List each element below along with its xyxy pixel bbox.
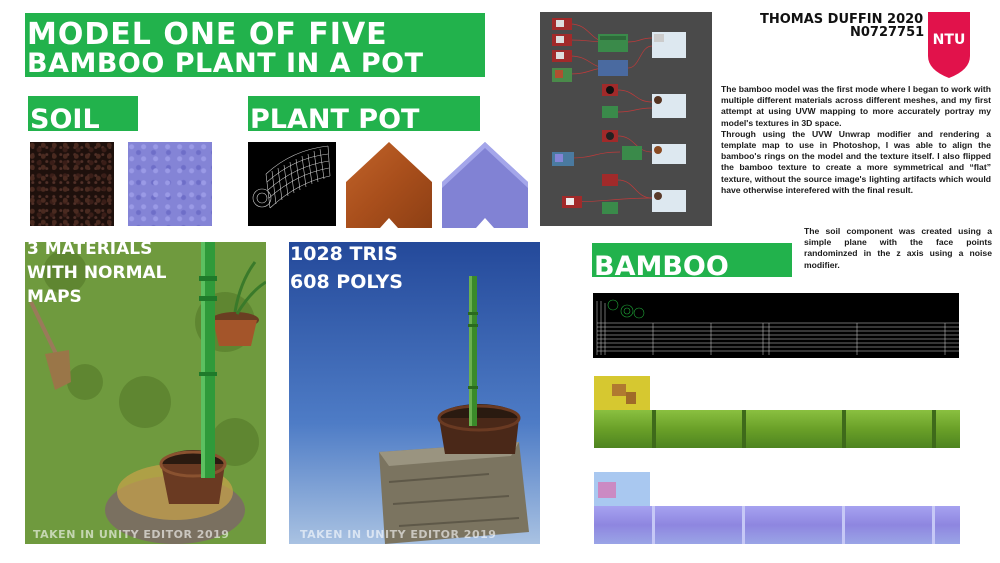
bamboo-heading-banner xyxy=(592,243,792,277)
material-node-graph xyxy=(540,12,712,226)
render-polycount xyxy=(289,242,540,544)
bamboo-uv-template xyxy=(593,293,959,358)
polys-count: 608 POLYS xyxy=(290,271,403,293)
pot-diffuse-texture xyxy=(346,142,432,228)
soil-normal-map xyxy=(128,142,212,226)
student-id: N0727751 xyxy=(850,25,925,40)
materials-label-line-3: MAPS xyxy=(27,287,82,307)
pot-normal-map xyxy=(442,142,528,228)
page-title-line-2: BAMBOO PLANT IN A POT xyxy=(27,48,424,79)
ntu-shield-logo: NTU xyxy=(928,12,970,78)
bamboo-heading: BAMBOO xyxy=(594,251,729,282)
soil-heading: SOIL xyxy=(30,104,100,135)
materials-label-line-2: WITH NORMAL xyxy=(27,263,167,283)
plant-pot-heading: PLANT POT xyxy=(250,104,420,135)
soil-description: The soil component was created using a s… xyxy=(804,226,992,270)
render-caption-left: TAKEN IN UNITY EDITOR 2019 xyxy=(33,528,230,541)
bamboo-diffuse-texture xyxy=(594,376,960,448)
model-description: The bamboo model was the first mode wher… xyxy=(721,84,991,196)
materials-label-line-1: 3 MATERIALS xyxy=(27,239,153,259)
page-title-line-1: MODEL ONE OF FIVE xyxy=(27,17,388,52)
description-paragraph-1: The bamboo model was the first mode wher… xyxy=(721,84,991,128)
plant-pot-heading-banner xyxy=(248,96,480,131)
soil-heading-banner xyxy=(28,96,138,131)
description-paragraph-2: Through using the UVW Unwrap modifier an… xyxy=(721,128,991,195)
author-name: THOMAS DUFFIN 2020 xyxy=(760,12,924,27)
pot-uv-wireframe xyxy=(252,145,331,209)
polycount-overlay-label: 1028 TRIS 608 POLYS xyxy=(290,240,403,296)
bamboo-normal-map xyxy=(594,472,960,544)
render-with-materials xyxy=(25,242,266,544)
ntu-logo-text: NTU xyxy=(933,32,966,48)
materials-overlay-label: 3 MATERIALS WITH NORMAL MAPS xyxy=(27,237,167,309)
tris-count: 1028 TRIS xyxy=(290,243,398,265)
render-caption-right: TAKEN IN UNITY EDITOR 2019 xyxy=(300,528,497,541)
title-banner xyxy=(25,13,485,77)
pot-uv-template xyxy=(248,142,336,226)
soil-diffuse-texture xyxy=(30,142,114,226)
